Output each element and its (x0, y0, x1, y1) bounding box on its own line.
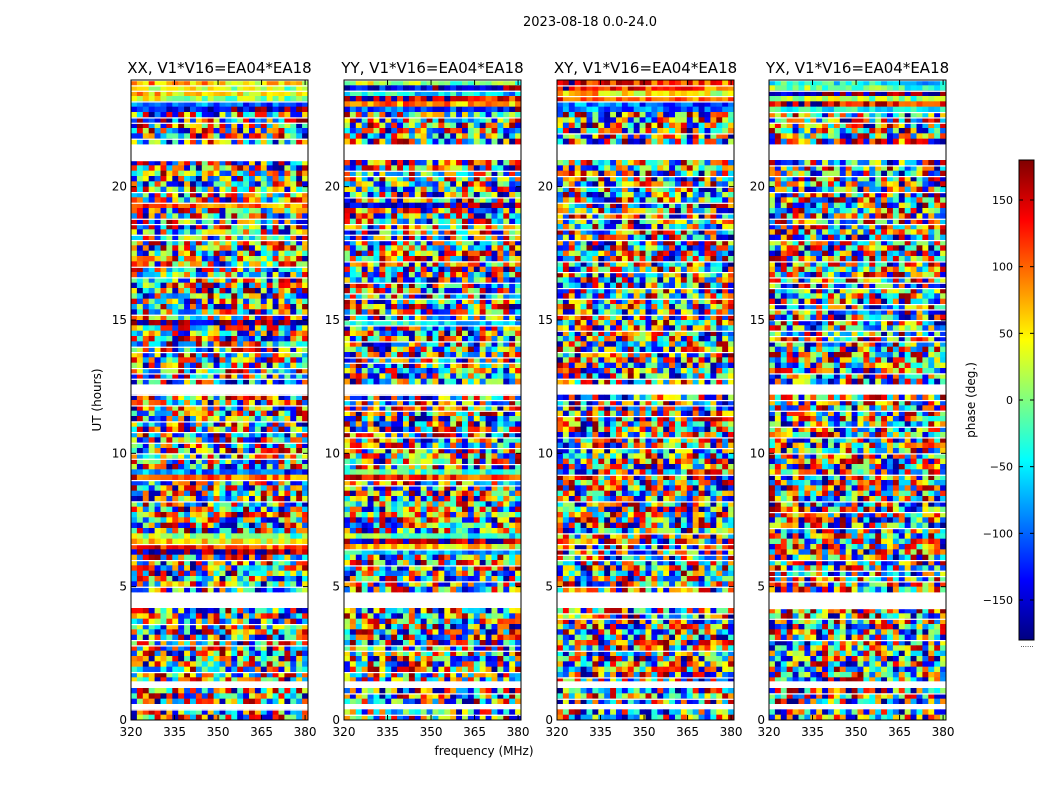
flagged-gap (131, 704, 308, 708)
y-tick-label: 15 (112, 313, 127, 327)
panel-yx: YX, V1*V16=EA04*EA18 320 335 350 365 380 0 5 10 1… (750, 59, 955, 739)
y-axis-label: UT (hours) (90, 368, 104, 431)
colorbar-tick-label: −50 (990, 461, 1013, 474)
x-tick-label: 335 (589, 725, 612, 739)
x-tick-label: 320 (758, 725, 781, 739)
panel-title: YY, V1*V16=EA04*EA18 (340, 59, 523, 77)
y-tick-label: 5 (545, 580, 553, 594)
y-tick-label: 20 (538, 180, 553, 194)
x-tick-label: 380 (932, 725, 955, 739)
plot-frame (130, 79, 309, 721)
colorbar-tick-label: 150 (992, 194, 1013, 207)
x-tick-label: 350 (420, 725, 443, 739)
y-tick-label: 10 (112, 446, 127, 460)
plot-frame (768, 79, 947, 721)
flagged-gap (557, 145, 734, 160)
flagged-gap (131, 681, 308, 688)
flagged-gap (131, 145, 308, 160)
x-tick-label: 380 (294, 725, 317, 739)
flagged-gap (131, 386, 308, 392)
flagged-gap (344, 681, 521, 688)
panel-title: YX, V1*V16=EA04*EA18 (765, 59, 949, 77)
colorbar-tick-label: 0 (1006, 394, 1013, 407)
x-tick-label: 350 (633, 725, 656, 739)
x-tick-label: 335 (163, 725, 186, 739)
y-tick-label: 10 (325, 446, 340, 460)
flagged-gap (344, 145, 521, 160)
y-tick-label: 10 (538, 446, 553, 460)
y-tick-label: 20 (750, 180, 765, 194)
y-tick-label: 15 (538, 313, 553, 327)
colorbar-tick-label: 100 (992, 261, 1013, 274)
flagged-gap (557, 681, 734, 688)
y-tick-label: 0 (545, 713, 553, 727)
x-tick-label: 320 (333, 725, 356, 739)
flagged-gap (557, 594, 734, 606)
flagged-gap (769, 594, 946, 606)
flagged-gap (344, 386, 521, 392)
x-tick-label: 350 (207, 725, 230, 739)
colorbar-tick-label: −100 (983, 527, 1013, 540)
heatmap-xy (557, 80, 735, 721)
panel-title: XY, V1*V16=EA04*EA18 (554, 59, 737, 77)
heatmap-xx (131, 80, 309, 721)
flagged-gap (131, 594, 308, 606)
colorbar-label: phase (deg.) (964, 362, 978, 438)
y-tick-label: 10 (750, 446, 765, 460)
y-tick-label: 5 (332, 580, 340, 594)
x-tick-label: 365 (463, 725, 486, 739)
y-tick-label: 0 (332, 713, 340, 727)
flagged-gap (769, 704, 946, 708)
x-tick-label: 365 (250, 725, 273, 739)
x-tick-label: 320 (120, 725, 143, 739)
x-tick-label: 380 (720, 725, 743, 739)
heatmap-yx (769, 80, 947, 721)
x-tick-label: 335 (801, 725, 824, 739)
flagged-gap (344, 704, 521, 708)
heatmap-yy (344, 80, 522, 721)
x-tick-label: 380 (507, 725, 530, 739)
y-tick-label: 5 (757, 580, 765, 594)
flagged-gap (557, 704, 734, 708)
panels-group: XX, V1*V16=EA04*EA18 320 335 350 365 380 0 5 10 1… (112, 59, 955, 739)
colorbar-footer: ...... (1020, 641, 1033, 649)
y-tick-label: 20 (325, 180, 340, 194)
flagged-gap (769, 681, 946, 688)
plot-frame (343, 79, 522, 721)
panel-title: XX, V1*V16=EA04*EA18 (127, 59, 311, 77)
colorbar: 150 100 50 0 −50 −100 −150 (983, 159, 1035, 641)
flagged-gap (769, 386, 946, 392)
y-tick-label: 20 (112, 180, 127, 194)
x-tick-label: 320 (546, 725, 569, 739)
colorbar-tick-label: −150 (983, 594, 1013, 607)
panel-xy: XY, V1*V16=EA04*EA18 320 335 350 365 380 0 5 10 1… (538, 59, 743, 739)
x-tick-label: 365 (676, 725, 699, 739)
flagged-gap (557, 386, 734, 392)
y-tick-label: 15 (325, 313, 340, 327)
panel-xx: XX, V1*V16=EA04*EA18 320 335 350 365 380 0 5 10 1… (112, 59, 317, 739)
flagged-gap (344, 594, 521, 606)
plot-frame (556, 79, 735, 721)
x-tick-label: 365 (888, 725, 911, 739)
panel-yy: YY, V1*V16=EA04*EA18 320 335 350 365 380 0 5 10 1… (325, 59, 530, 739)
y-tick-label: 15 (750, 313, 765, 327)
x-tick-label: 335 (376, 725, 399, 739)
flagged-gap (769, 145, 946, 160)
x-axis-label: frequency (MHz) (434, 744, 533, 758)
y-tick-label: 0 (757, 713, 765, 727)
colorbar-tick-label: 50 (999, 327, 1013, 340)
x-tick-label: 350 (845, 725, 868, 739)
y-tick-label: 0 (119, 713, 127, 727)
figure-title: 2023-08-18 0.0-24.0 (523, 15, 657, 30)
y-tick-label: 5 (119, 580, 127, 594)
